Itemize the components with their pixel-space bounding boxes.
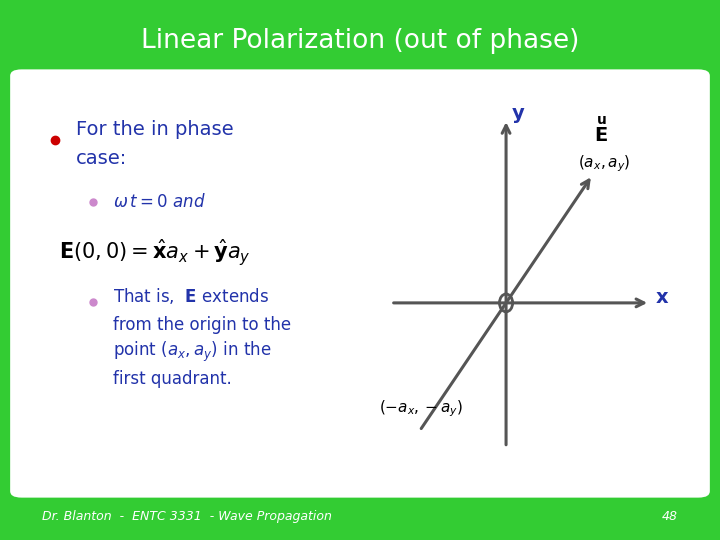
FancyBboxPatch shape [0,6,720,75]
Text: case:: case: [76,149,127,168]
Text: point $(a_x, a_y)$ in the: point $(a_x, a_y)$ in the [113,340,271,364]
Text: first quadrant.: first quadrant. [113,370,232,388]
Text: from the origin to the: from the origin to the [113,316,291,334]
Text: For the in phase: For the in phase [76,120,233,139]
Text: 48: 48 [662,510,678,523]
Text: $\mathbf{\overset{u}{E}}$: $\mathbf{\overset{u}{E}}$ [594,116,608,145]
Text: $\mathbf{E}(0,0) = \hat{\mathbf{x}}a_x + \hat{\mathbf{y}}a_y$: $\mathbf{E}(0,0) = \hat{\mathbf{x}}a_x +… [59,237,251,267]
Text: $\omega\,t = 0$ and: $\omega\,t = 0$ and [113,193,206,212]
FancyBboxPatch shape [0,491,720,538]
Text: $(-a_x, -a_y)$: $(-a_x, -a_y)$ [379,399,462,419]
Text: y: y [512,104,525,123]
Text: Dr. Blanton  -  ENTC 3331  - Wave Propagation: Dr. Blanton - ENTC 3331 - Wave Propagati… [42,510,332,523]
Text: $(a_x, a_y)$: $(a_x, a_y)$ [578,153,631,174]
Text: That is,  $\mathbf{E}$ extends: That is, $\mathbf{E}$ extends [113,286,269,306]
Text: Linear Polarization (out of phase): Linear Polarization (out of phase) [141,28,579,53]
Text: x: x [656,288,668,307]
FancyBboxPatch shape [8,68,712,500]
